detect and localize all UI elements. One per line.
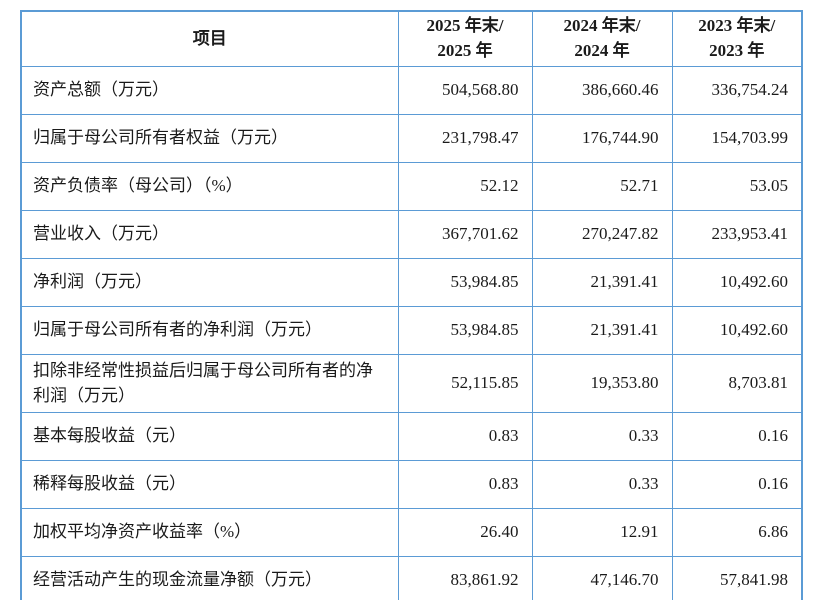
table-row-net-profit-deducted: 扣除非经常性损益后归属于母公司所有者的净利润（万元） 52,115.85 19,… bbox=[20, 353, 803, 414]
cell-2025-value: 504,568.80 bbox=[397, 66, 533, 115]
cell-2024-value: 19,353.80 bbox=[531, 353, 673, 414]
row-label: 营业收入（万元） bbox=[20, 210, 399, 259]
cell-2025-value: 52.12 bbox=[397, 162, 533, 211]
cell-2023-value: 53.05 bbox=[671, 162, 803, 211]
cell-2023-value: 57,841.98 bbox=[671, 556, 803, 600]
cell-2025-value: 26.40 bbox=[397, 508, 533, 558]
cell-2024-value: 47,146.70 bbox=[531, 556, 673, 600]
header-item-column: 项目 bbox=[20, 10, 399, 67]
cell-2024-value: 52.71 bbox=[531, 162, 673, 211]
header-2025-column: 2025 年末/ 2025 年 bbox=[397, 10, 533, 67]
row-label: 资产总额（万元） bbox=[20, 66, 399, 115]
cell-2023-value: 0.16 bbox=[671, 412, 803, 462]
row-label: 归属于母公司所有者的净利润（万元） bbox=[20, 306, 399, 355]
cell-2023-value: 10,492.60 bbox=[671, 306, 803, 355]
cell-2023-value: 8,703.81 bbox=[671, 353, 803, 414]
row-label: 归属于母公司所有者权益（万元） bbox=[20, 114, 399, 163]
table-row-weighted-roe: 加权平均净资产收益率（%） 26.40 12.91 6.86 bbox=[20, 508, 803, 558]
cell-2025-value: 0.83 bbox=[397, 460, 533, 510]
cell-2023-value: 6.86 bbox=[671, 508, 803, 558]
row-label: 基本每股收益（元） bbox=[20, 412, 399, 462]
header-2023-column: 2023 年末/ 2023 年 bbox=[671, 10, 803, 67]
row-label: 资产负债率（母公司）（%） bbox=[20, 162, 399, 211]
table-row-total-assets: 资产总额（万元） 504,568.80 386,660.46 336,754.2… bbox=[20, 66, 803, 115]
cell-2025-value: 53,984.85 bbox=[397, 258, 533, 307]
cell-2023-value: 154,703.99 bbox=[671, 114, 803, 163]
cell-2025-value: 83,861.92 bbox=[397, 556, 533, 600]
header-2024-column: 2024 年末/ 2024 年 bbox=[531, 10, 673, 67]
row-label: 稀释每股收益（元） bbox=[20, 460, 399, 510]
row-label: 加权平均净资产收益率（%） bbox=[20, 508, 399, 558]
cell-2025-value: 0.83 bbox=[397, 412, 533, 462]
cell-2023-value: 233,953.41 bbox=[671, 210, 803, 259]
cell-2024-value: 12.91 bbox=[531, 508, 673, 558]
table-row-operating-revenue: 营业收入（万元） 367,701.62 270,247.82 233,953.4… bbox=[20, 210, 803, 259]
cell-2023-value: 336,754.24 bbox=[671, 66, 803, 115]
cell-2023-value: 10,492.60 bbox=[671, 258, 803, 307]
cell-2023-value: 0.16 bbox=[671, 460, 803, 510]
table-header-row: 项目 2025 年末/ 2025 年 2024 年末/ 2024 年 2023 … bbox=[20, 10, 803, 67]
table-row-debt-ratio: 资产负债率（母公司）（%） 52.12 52.71 53.05 bbox=[20, 162, 803, 211]
table-row-diluted-eps: 稀释每股收益（元） 0.83 0.33 0.16 bbox=[20, 460, 803, 510]
table-row-net-profit-parent: 归属于母公司所有者的净利润（万元） 53,984.85 21,391.41 10… bbox=[20, 306, 803, 355]
cell-2025-value: 367,701.62 bbox=[397, 210, 533, 259]
cell-2025-value: 231,798.47 bbox=[397, 114, 533, 163]
cell-2025-value: 52,115.85 bbox=[397, 353, 533, 414]
cell-2024-value: 0.33 bbox=[531, 412, 673, 462]
cell-2024-value: 21,391.41 bbox=[531, 258, 673, 307]
row-label: 扣除非经常性损益后归属于母公司所有者的净利润（万元） bbox=[20, 353, 399, 414]
cell-2024-value: 0.33 bbox=[531, 460, 673, 510]
table-row-parent-equity: 归属于母公司所有者权益（万元） 231,798.47 176,744.90 15… bbox=[20, 114, 803, 163]
table-row-net-profit: 净利润（万元） 53,984.85 21,391.41 10,492.60 bbox=[20, 258, 803, 307]
cell-2024-value: 386,660.46 bbox=[531, 66, 673, 115]
row-label: 经营活动产生的现金流量净额（万元） bbox=[20, 556, 399, 600]
table-row-basic-eps: 基本每股收益（元） 0.83 0.33 0.16 bbox=[20, 412, 803, 462]
cell-2024-value: 270,247.82 bbox=[531, 210, 673, 259]
cell-2024-value: 176,744.90 bbox=[531, 114, 673, 163]
table-row-operating-cash-flow: 经营活动产生的现金流量净额（万元） 83,861.92 47,146.70 57… bbox=[20, 556, 803, 600]
financial-summary-table: 项目 2025 年末/ 2025 年 2024 年末/ 2024 年 2023 … bbox=[20, 10, 803, 600]
cell-2025-value: 53,984.85 bbox=[397, 306, 533, 355]
row-label: 净利润（万元） bbox=[20, 258, 399, 307]
cell-2024-value: 21,391.41 bbox=[531, 306, 673, 355]
